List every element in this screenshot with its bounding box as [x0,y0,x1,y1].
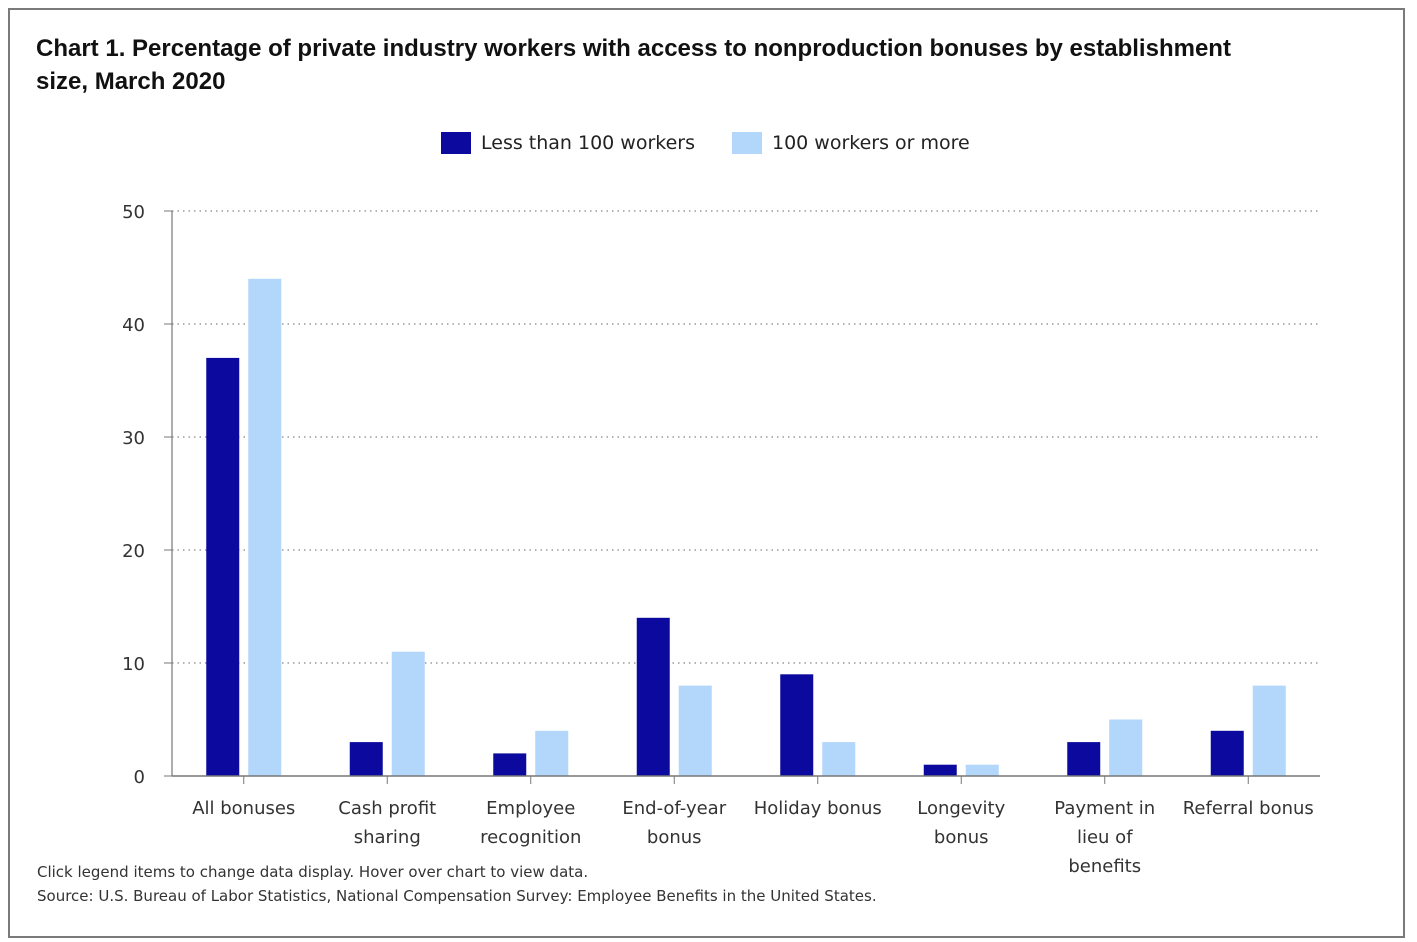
bar-100-or-more-6[interactable] [1109,719,1143,777]
bar-less-than-100-5[interactable] [923,764,957,776]
y-tick-label-40: 40 [122,315,145,336]
bar-less-than-100-4[interactable] [780,674,814,776]
legend-item-100-or-more[interactable]: 100 workers or more [732,128,970,158]
x-tick-label-line: Referral bonus [1183,798,1314,819]
y-tick-label-30: 30 [122,428,145,449]
x-tick-label-line: Employee [486,798,575,819]
x-tick-label-6: Payment in lieu of benefits [1054,798,1155,877]
bar-less-than-100-1[interactable] [349,742,383,776]
x-tick-label-line: End-of-year [622,798,726,819]
x-tick-label-line: Cash profit [338,798,436,819]
legend-label-less-than-100: Less than 100 workers [481,132,696,154]
y-tick-label-20: 20 [122,541,145,562]
x-tick-label-line: bonus [647,827,702,848]
bar-100-or-more-4[interactable] [822,742,856,776]
legend: Less than 100 workers 100 workers or mor… [0,128,1417,158]
bar-less-than-100-0[interactable] [206,357,240,776]
y-tick-label-0: 0 [134,767,145,788]
x-tick-label-7: Referral bonus [1183,798,1314,819]
chart-note: Click legend items to change data displa… [37,863,589,881]
chart-source: Source: U.S. Bureau of Labor Statistics,… [37,887,877,905]
bar-less-than-100-6[interactable] [1067,742,1101,776]
legend-item-less-than-100[interactable]: Less than 100 workers [441,128,695,158]
x-tick-label-line: sharing [354,827,421,848]
legend-label-100-or-more: 100 workers or more [772,132,970,154]
bar-100-or-more-0[interactable] [248,278,282,776]
x-tick-label-line: benefits [1068,856,1141,877]
x-tick-label-line: Payment in [1054,798,1155,819]
y-tick-label-50: 50 [122,202,145,223]
x-tick-label-0: All bonuses [192,798,295,819]
chart-frame [8,8,1405,938]
bar-less-than-100-2[interactable] [493,753,527,776]
legend-swatch-100-or-more [732,132,762,154]
x-tick-label-line: bonus [934,827,989,848]
bar-less-than-100-7[interactable] [1210,730,1244,776]
x-tick-label-line: All bonuses [192,798,295,819]
bar-100-or-more-2[interactable] [535,730,569,776]
y-tick-label-10: 10 [122,654,145,675]
x-tick-label-line: Longevity [917,798,1005,819]
bar-100-or-more-7[interactable] [1252,685,1286,776]
x-tick-label-5: Longevity bonus [917,798,1005,848]
bar-100-or-more-3[interactable] [678,685,712,776]
x-tick-label-line: Holiday bonus [754,798,882,819]
x-tick-label-1: Cash profit sharing [338,798,436,848]
bar-less-than-100-3[interactable] [636,617,670,776]
x-tick-label-3: End-of-year bonus [622,798,726,848]
bar-100-or-more-1[interactable] [391,651,425,776]
bar-100-or-more-5[interactable] [965,764,999,776]
chart-title: Chart 1. Percentage of private industry … [36,35,1231,95]
x-tick-label-line: recognition [480,827,581,848]
x-tick-label-2: Employee recognition [480,798,581,848]
x-tick-label-4: Holiday bonus [754,798,882,819]
legend-swatch-less-than-100 [441,132,471,154]
x-tick-label-line: lieu of [1077,827,1133,848]
